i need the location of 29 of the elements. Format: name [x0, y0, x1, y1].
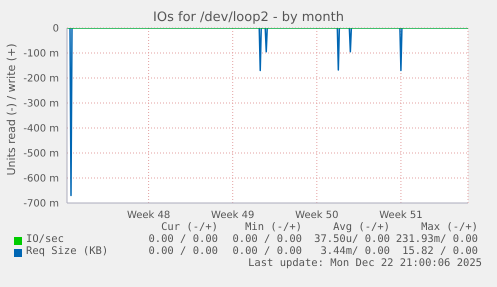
text: 3.44m/ 0.00 [320, 245, 390, 257]
y-tick-label: -200 m [23, 74, 59, 85]
x-tick-label: Week 50 [295, 210, 338, 222]
x-tick-label: Week 48 [126, 210, 170, 222]
x-tick-label: Week 51 [379, 210, 423, 222]
text: 0.00 / 0.00 [232, 233, 302, 245]
text: 231.93m/ 0.00 [396, 233, 478, 245]
text: 0.00 / 0.00 [148, 233, 218, 245]
y-tick-label: -100 m [23, 48, 59, 60]
legend-label: Req Size (KB) [26, 245, 108, 257]
text: 0.00 / 0.00 [148, 245, 218, 257]
chart-title: IOs for /dev/loop2 - by month [152, 10, 345, 25]
x-tick-label: Week 49 [211, 210, 254, 222]
text: Avg (-/+) [333, 221, 390, 233]
text: Min (-/+) [245, 221, 302, 233]
y-tick-label: -400 m [23, 124, 59, 135]
text: Max (-/+) [421, 221, 478, 233]
y-tick-label: -700 m [23, 198, 59, 210]
legend-label: IO/sec [26, 233, 64, 245]
y-tick-label: -500 m [23, 148, 59, 160]
text: 37.50u/ 0.00 [314, 233, 390, 245]
text: 15.82 / 0.00 [402, 245, 478, 257]
text: Cur (-/+) [161, 221, 218, 233]
text: 0.00 / 0.00 [232, 245, 302, 257]
y-tick-label: 0 [52, 24, 59, 35]
y-tick-label: -300 m [23, 98, 59, 110]
y-axis-title: Units read (-) / write (+) [4, 43, 18, 176]
text: Last update: Mon Dec 22 21:00:06 2025 [248, 257, 482, 269]
y-tick-label: -600 m [23, 174, 59, 185]
